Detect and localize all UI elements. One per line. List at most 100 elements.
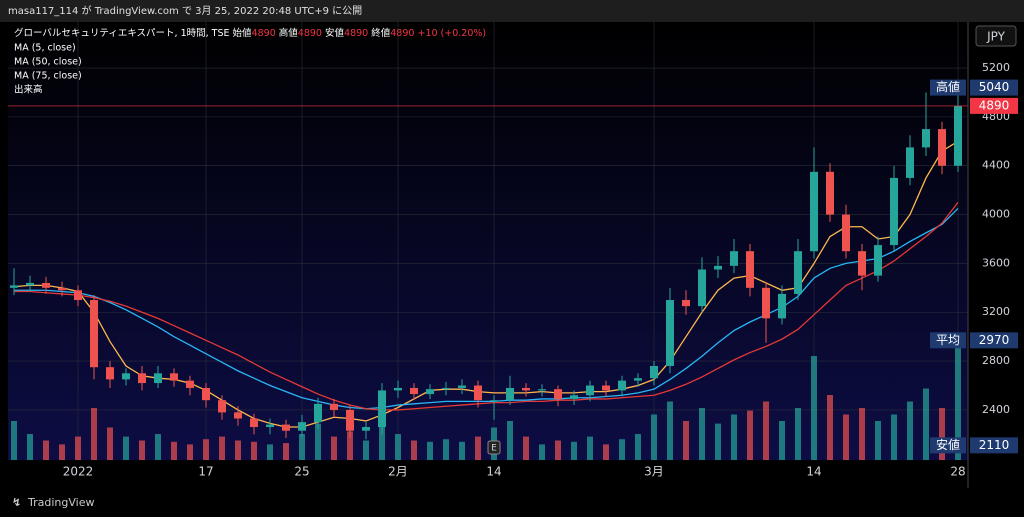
- candle-body: [746, 251, 754, 288]
- candle-body: [138, 373, 146, 384]
- ohlc-value: 4890: [344, 28, 368, 39]
- volume-bar: [107, 427, 113, 460]
- candle-body: [570, 395, 578, 399]
- volume-bar: [363, 440, 369, 460]
- y-tick-label: 2400: [982, 403, 1010, 416]
- candle-body: [922, 129, 930, 148]
- candle-body: [714, 265, 722, 270]
- ohlc-label: 終値: [371, 27, 391, 39]
- candle-body: [586, 385, 594, 396]
- candle-body: [810, 171, 818, 252]
- candle-body: [826, 171, 834, 215]
- candle-body: [890, 177, 898, 246]
- currency: JPY: [986, 30, 1006, 44]
- volume-bar: [539, 444, 545, 460]
- volume-bar: [155, 434, 161, 460]
- price-tag-box: [930, 332, 966, 349]
- currency-box: [975, 25, 1017, 47]
- candle-body: [378, 390, 386, 428]
- candle-body: [938, 129, 946, 166]
- candle-body: [442, 387, 450, 390]
- price-tag-box: [930, 79, 966, 96]
- candle-body: [426, 389, 434, 395]
- volume-bar: [651, 414, 657, 460]
- ma-line: [14, 201, 959, 411]
- candle-body: [90, 300, 98, 368]
- candle-body: [314, 403, 322, 423]
- candle-body: [858, 251, 866, 276]
- ohlc-label: 始値: [233, 27, 253, 39]
- candle-body: [170, 373, 178, 381]
- x-tick-label: 3月: [644, 465, 664, 479]
- candle-body: [874, 245, 882, 276]
- volume-bar: [571, 441, 577, 460]
- change: +10 (+0.20%): [417, 28, 486, 39]
- candle-body: [906, 147, 914, 178]
- x-tick-label: 2月: [388, 465, 408, 479]
- volume-bar: [619, 439, 625, 460]
- candle-body: [762, 287, 770, 319]
- header: masa117_114 が TradingView.com で 3月 25, 2…: [8, 4, 362, 17]
- volume-bar: [811, 356, 817, 460]
- candle-body: [602, 385, 610, 391]
- ohlc-label: 安値: [325, 27, 345, 39]
- ohlc-label: 高値: [279, 27, 299, 39]
- candle-body: [26, 282, 34, 286]
- price-tag-box: [930, 437, 966, 454]
- volume-bar: [843, 414, 849, 460]
- price-tag-label: 平均: [936, 333, 960, 347]
- y-tick-label: 3200: [982, 305, 1010, 318]
- candle-body: [730, 251, 738, 266]
- volume-bar: [219, 436, 225, 460]
- candle-body: [346, 409, 354, 431]
- candle-body: [106, 367, 114, 380]
- legend-title: グローバルセキュリティエキスパート, 1時間, TSE 始値4890 高値489…: [14, 27, 486, 39]
- volume-bar: [187, 444, 193, 460]
- footer-logo: ↯: [12, 496, 21, 509]
- price-tag-value-box: [970, 79, 1018, 96]
- volume-bar: [475, 436, 481, 460]
- volume-bar: [235, 440, 241, 460]
- volume-bar: [747, 410, 753, 460]
- legend-entry: MA (75, close): [14, 71, 82, 82]
- candle-body: [666, 300, 674, 366]
- volume-bar: [11, 421, 17, 460]
- volume-bar: [283, 443, 289, 460]
- candle-body: [154, 373, 162, 384]
- candle-body: [282, 424, 290, 431]
- candle-body: [122, 373, 130, 380]
- candle-body: [634, 378, 642, 381]
- volume-bar: [683, 421, 689, 460]
- volume-bar: [75, 436, 81, 460]
- legend-entry: MA (5, close): [14, 43, 76, 54]
- volume-bar: [331, 436, 337, 460]
- price-tag-value-box: [970, 437, 1018, 454]
- candle-body: [650, 365, 658, 379]
- price-tag-value-box: [970, 332, 1018, 349]
- volume-bar: [795, 408, 801, 460]
- volume-bar: [459, 441, 465, 460]
- price-tag-value: 2110: [979, 438, 1010, 452]
- volume-bar: [43, 440, 49, 460]
- candle-body: [778, 293, 786, 319]
- volume-bar: [347, 431, 353, 460]
- volume-bar: [779, 421, 785, 460]
- volume-bar: [315, 423, 321, 460]
- volume-bar: [395, 434, 401, 460]
- legend-entry: 出来高: [14, 84, 43, 96]
- candle-body: [362, 427, 370, 431]
- candle-body: [394, 387, 402, 391]
- candle-body: [618, 380, 626, 391]
- candle-body: [410, 387, 418, 395]
- x-tick-label: 17: [198, 465, 213, 479]
- volume-bar: [939, 408, 945, 460]
- volume-bar: [555, 440, 561, 460]
- ohlc-value: 4890: [298, 28, 322, 39]
- y-tick-label: 5200: [982, 61, 1010, 74]
- candle-body: [698, 269, 706, 307]
- candle-body: [794, 251, 802, 294]
- volume-bar: [411, 440, 417, 460]
- price-tag-value: 2970: [979, 333, 1010, 347]
- candle-body: [954, 105, 962, 166]
